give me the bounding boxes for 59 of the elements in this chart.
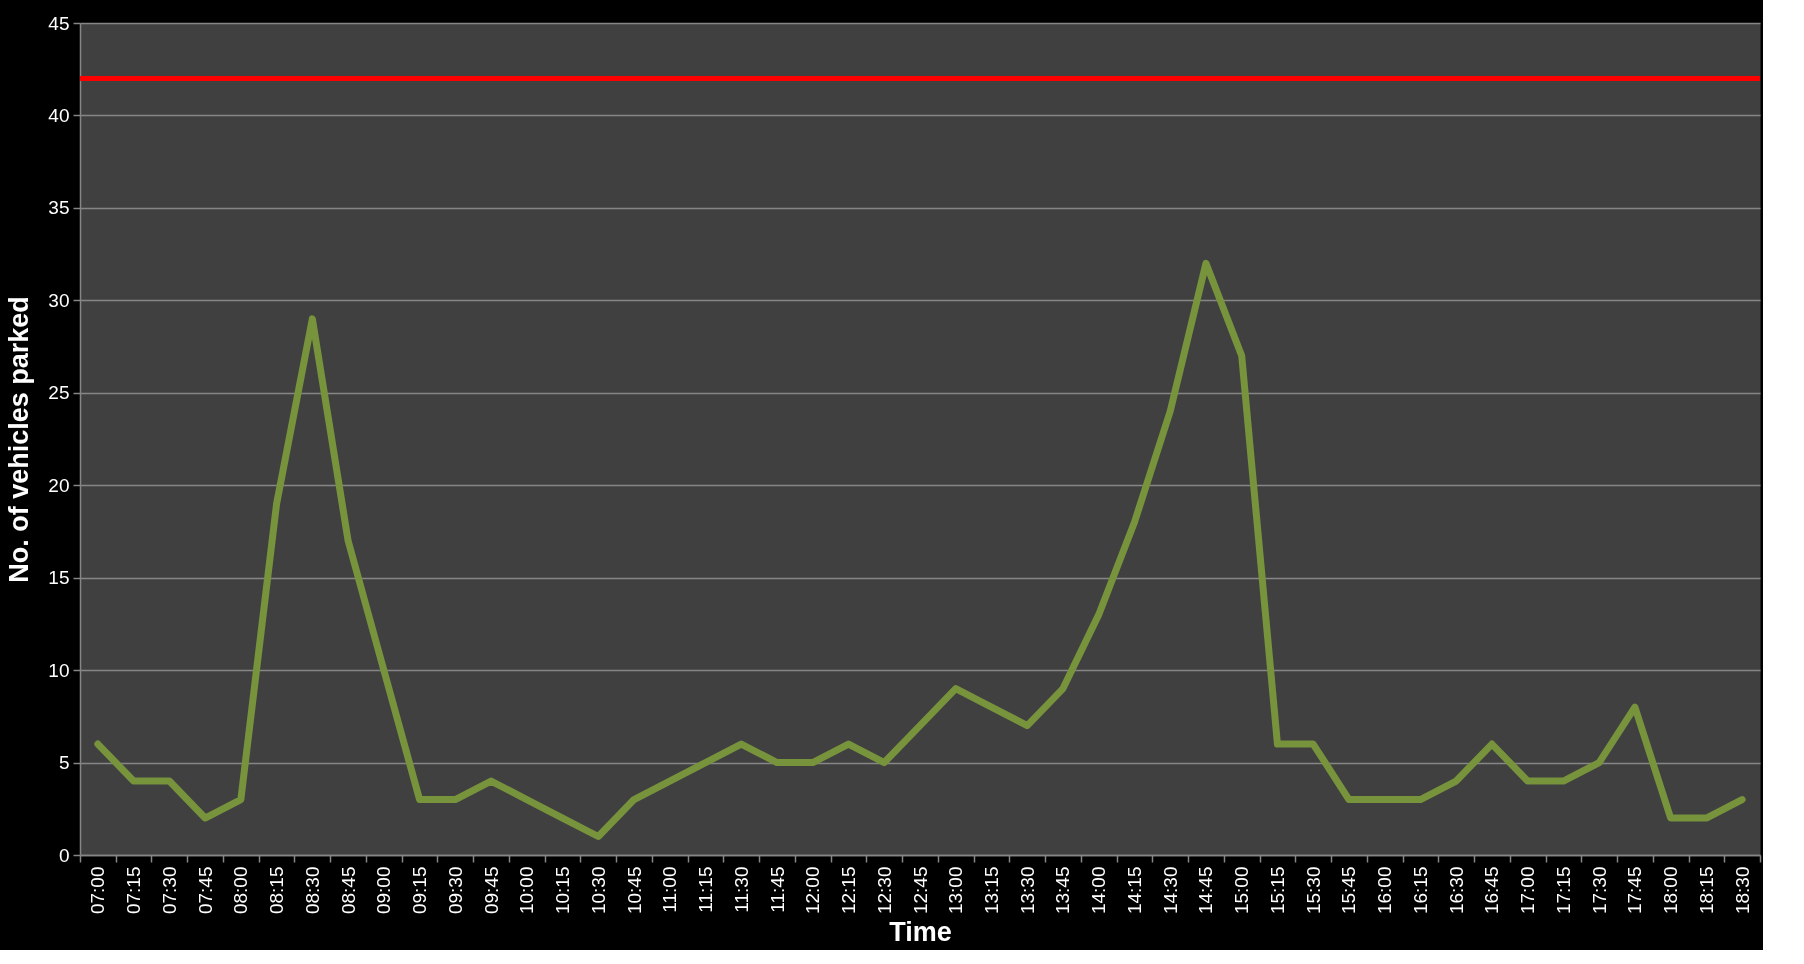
x-axis-title: Time — [889, 917, 952, 948]
x-tick-label: 12:15 — [838, 866, 860, 915]
x-tick-label: 10:15 — [552, 866, 574, 915]
x-tick-label: 14:45 — [1195, 866, 1217, 915]
x-tick-label: 14:30 — [1159, 866, 1181, 915]
x-tick-label: 13:00 — [945, 866, 967, 915]
x-tick-label: 17:15 — [1552, 866, 1574, 915]
x-tick-label: 09:30 — [444, 866, 466, 915]
x-tick-label: 16:45 — [1481, 866, 1503, 915]
x-tick-label: 11:45 — [766, 866, 788, 913]
x-tick-label: 15:15 — [1266, 866, 1288, 915]
x-tick-label: 07:15 — [123, 866, 145, 915]
y-tick-label: 15 — [48, 567, 70, 589]
y-tick-label: 45 — [48, 12, 70, 34]
x-tick-label: 15:00 — [1231, 866, 1253, 915]
y-tick-label: 10 — [48, 659, 70, 681]
x-tick-label: 13:15 — [980, 866, 1002, 915]
y-tick-label: 25 — [48, 382, 70, 404]
x-tick-label: 18:30 — [1731, 866, 1753, 915]
x-tick-label: 12:30 — [873, 866, 895, 915]
x-tick-label: 15:30 — [1302, 866, 1324, 915]
x-tick-label: 11:30 — [730, 866, 752, 913]
x-tick-label: 07:45 — [194, 866, 216, 915]
x-tick-label: 18:00 — [1660, 866, 1682, 915]
x-tick-label: 15:45 — [1338, 866, 1360, 915]
x-tick-label: 09:00 — [373, 866, 395, 915]
x-tick-label: 11:15 — [695, 866, 717, 913]
x-tick-label: 13:45 — [1052, 866, 1074, 915]
x-tick-label: 10:45 — [623, 866, 645, 915]
x-tick-label: 12:45 — [909, 866, 931, 915]
x-tick-label: 14:15 — [1123, 866, 1145, 915]
x-tick-label: 08:00 — [230, 866, 252, 915]
x-tick-label: 18:15 — [1695, 866, 1717, 915]
y-tick-label: 35 — [48, 197, 70, 219]
x-tick-label: 11:00 — [659, 866, 681, 913]
x-tick-label: 09:15 — [409, 866, 431, 915]
x-tick-label: 10:30 — [587, 866, 609, 915]
x-tick-label: 17:00 — [1517, 866, 1539, 915]
x-tick-label: 16:30 — [1445, 866, 1467, 915]
x-tick-label: 07:00 — [87, 866, 109, 915]
x-tick-label: 08:45 — [337, 866, 359, 915]
y-tick-label: 20 — [48, 474, 70, 496]
y-tick-label: 40 — [48, 104, 70, 126]
x-tick-label: 08:30 — [301, 866, 323, 915]
x-tick-label: 14:00 — [1088, 866, 1110, 915]
x-tick-label: 16:00 — [1374, 866, 1396, 915]
x-tick-label: 12:00 — [802, 866, 824, 915]
y-tick-label: 0 — [58, 844, 70, 866]
x-tick-label: 16:15 — [1409, 866, 1431, 915]
x-tick-label: 09:45 — [480, 866, 502, 915]
x-tick-label: 17:45 — [1624, 866, 1646, 915]
x-tick-label: 08:15 — [266, 866, 288, 915]
y-axis-title: No. of vehicles parked — [4, 296, 35, 583]
y-tick-label: 30 — [48, 289, 70, 311]
x-tick-label: 07:30 — [158, 866, 180, 915]
x-tick-label: 17:30 — [1588, 866, 1610, 915]
x-tick-label: 10:00 — [516, 866, 538, 915]
y-tick-label: 5 — [58, 752, 70, 774]
x-tick-label: 13:30 — [1016, 866, 1038, 915]
